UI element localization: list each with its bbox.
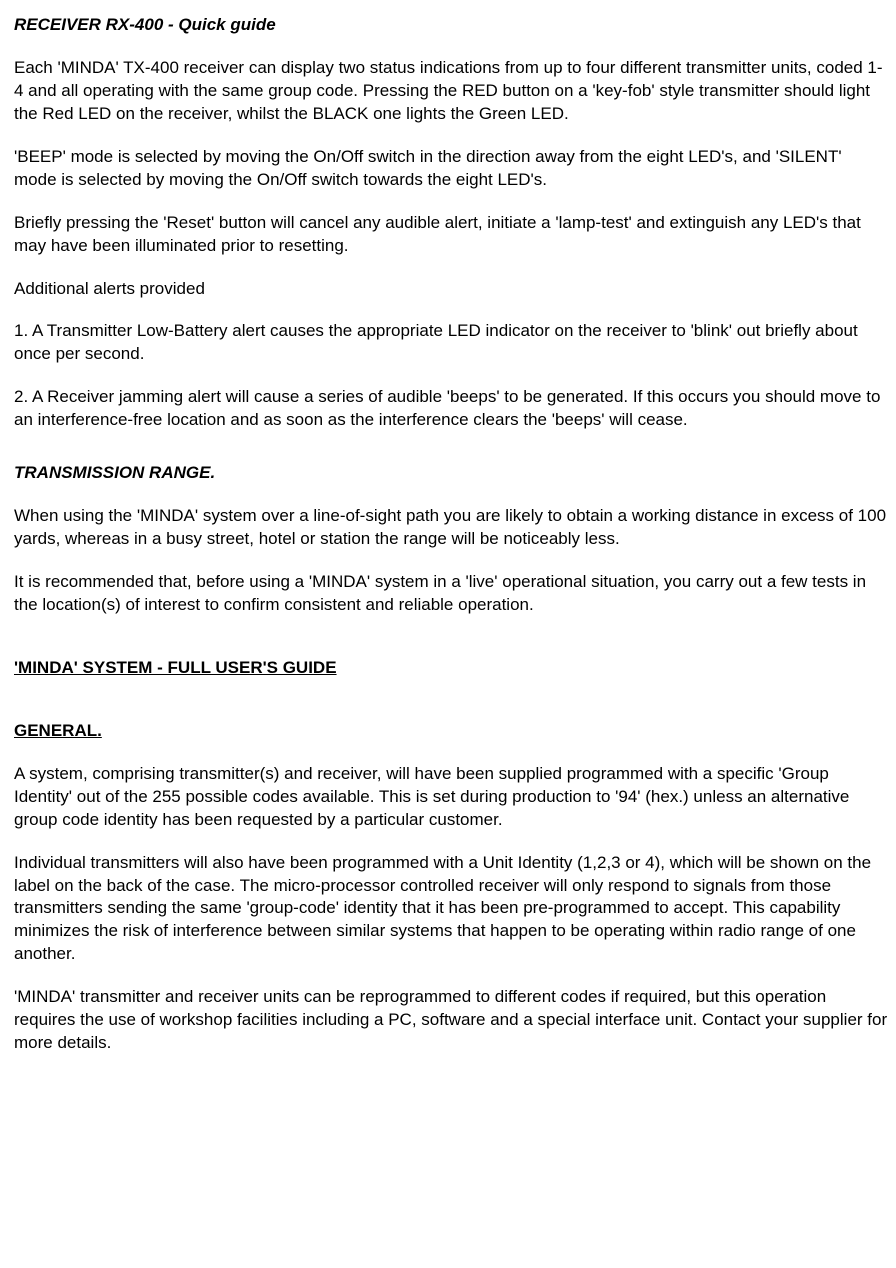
- paragraph-beep-mode: 'BEEP' mode is selected by moving the On…: [14, 146, 888, 192]
- paragraph-unit-identity: Individual transmitters will also have b…: [14, 852, 888, 967]
- list-item-low-battery: 1. A Transmitter Low-Battery alert cause…: [14, 320, 888, 366]
- heading-general: GENERAL.: [14, 720, 888, 743]
- paragraph-additional-alerts: Additional alerts provided: [14, 278, 888, 301]
- heading-receiver-quick-guide: RECEIVER RX-400 - Quick guide: [14, 14, 888, 37]
- paragraph-reprogram: 'MINDA' transmitter and receiver units c…: [14, 986, 888, 1055]
- paragraph-intro: Each 'MINDA' TX-400 receiver can display…: [14, 57, 888, 126]
- paragraph-range: When using the 'MINDA' system over a lin…: [14, 505, 888, 551]
- heading-full-user-guide: 'MINDA' SYSTEM - FULL USER'S GUIDE: [14, 657, 888, 680]
- paragraph-recommend-tests: It is recommended that, before using a '…: [14, 571, 888, 617]
- heading-transmission-range: TRANSMISSION RANGE.: [14, 462, 888, 485]
- paragraph-reset: Briefly pressing the 'Reset' button will…: [14, 212, 888, 258]
- paragraph-group-identity: A system, comprising transmitter(s) and …: [14, 763, 888, 832]
- list-item-jamming: 2. A Receiver jamming alert will cause a…: [14, 386, 888, 432]
